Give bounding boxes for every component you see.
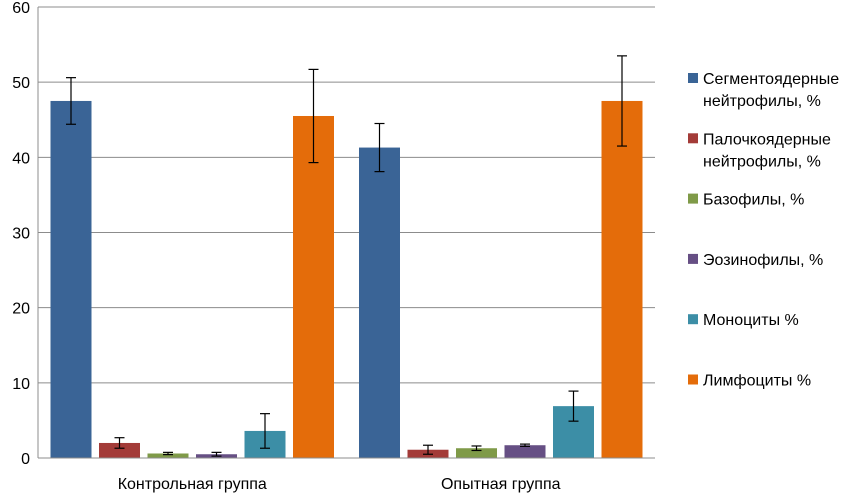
gridlines xyxy=(38,6,655,384)
y-axis-ticks: 0 10 20 30 40 50 60 xyxy=(12,0,30,468)
legend-label: нейтрофилы, % xyxy=(703,93,821,110)
y-tick-label: 30 xyxy=(12,226,30,243)
legend-swatch xyxy=(688,193,698,204)
bar xyxy=(504,445,546,458)
legend-label: Эозинофилы, % xyxy=(703,252,823,269)
bars xyxy=(50,100,643,459)
x-axis-category-labels: Контрольная группа Опытная группа xyxy=(118,476,561,493)
bar xyxy=(359,147,400,459)
legend-label: Сегментоядерные xyxy=(703,71,839,88)
bar xyxy=(601,100,643,458)
bar xyxy=(147,453,189,458)
legend-swatch xyxy=(688,73,698,83)
legend-swatch xyxy=(688,314,698,325)
x-category-label: Контрольная группа xyxy=(118,476,267,493)
bar xyxy=(99,442,140,458)
legend-label: Моноциты % xyxy=(703,312,799,329)
legend-label: нейтрофилы, % xyxy=(703,153,821,170)
y-tick-label: 0 xyxy=(21,451,30,468)
legend-label: Базофилы, % xyxy=(703,192,804,209)
legend-label: Лимфоциты % xyxy=(703,373,811,390)
bar xyxy=(50,100,92,458)
legend-swatch xyxy=(688,253,698,264)
y-tick-label: 40 xyxy=(12,150,30,167)
legend-swatch xyxy=(688,374,698,385)
bar xyxy=(456,448,497,458)
axes xyxy=(37,7,655,459)
legend-swatch xyxy=(688,133,698,144)
y-tick-label: 50 xyxy=(12,75,30,92)
bar xyxy=(293,115,334,458)
error-bars xyxy=(66,55,627,457)
legend: Сегментоядерные нейтрофилы, % Палочкоядерн… xyxy=(688,71,839,390)
y-tick-label: 10 xyxy=(12,376,30,393)
y-tick-label: 20 xyxy=(12,301,30,318)
legend-label: Палочкоядерные xyxy=(703,131,831,148)
y-tick-label: 60 xyxy=(12,0,30,17)
x-category-label: Опытная группа xyxy=(441,476,561,493)
